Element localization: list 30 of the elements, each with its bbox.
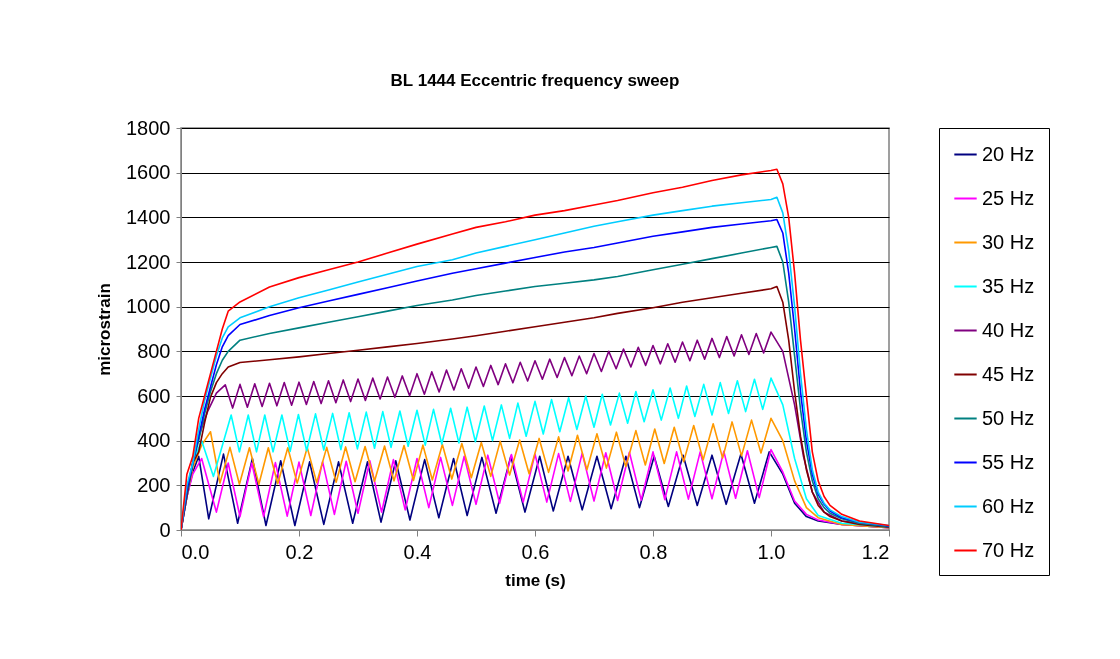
chart-title: BL 1444 Eccentric frequency sweep (390, 71, 680, 90)
legend-label: 20 Hz (982, 142, 1035, 165)
y-tick-label: 1200 (126, 250, 171, 273)
y-tick-label: 0 (159, 518, 171, 541)
x-axis-title: time (s) (505, 570, 566, 590)
x-tick-label: 0.8 (639, 540, 668, 563)
y-tick-label: 600 (137, 384, 171, 407)
legend-label: 35 Hz (982, 274, 1035, 297)
legend-label: 60 Hz (982, 494, 1035, 517)
y-tick-label: 200 (137, 473, 171, 496)
x-tick-label: 0.2 (285, 540, 314, 563)
x-tick-label: 0.4 (403, 540, 432, 563)
y-tick-label: 1400 (126, 205, 171, 228)
y-axis-title: microstrain (95, 283, 115, 376)
x-tick-label: 1.0 (757, 540, 786, 563)
x-tick-label: 1.2 (861, 540, 890, 563)
legend-label: 55 Hz (982, 450, 1035, 473)
x-tick-label: 0.6 (521, 540, 550, 563)
legend-label: 50 Hz (982, 406, 1035, 429)
y-tick-label: 1000 (126, 295, 171, 318)
y-tick-label: 1800 (126, 116, 171, 139)
y-tick-label: 800 (137, 339, 171, 362)
legend-label: 40 Hz (982, 318, 1035, 341)
y-tick-label: 400 (137, 429, 171, 452)
x-tick-label: 0.0 (181, 540, 210, 563)
y-tick-label: 1600 (126, 161, 171, 184)
legend-label: 70 Hz (982, 538, 1035, 561)
legend-label: 25 Hz (982, 186, 1035, 209)
legend-label: 45 Hz (982, 362, 1035, 385)
legend-label: 30 Hz (982, 230, 1035, 253)
